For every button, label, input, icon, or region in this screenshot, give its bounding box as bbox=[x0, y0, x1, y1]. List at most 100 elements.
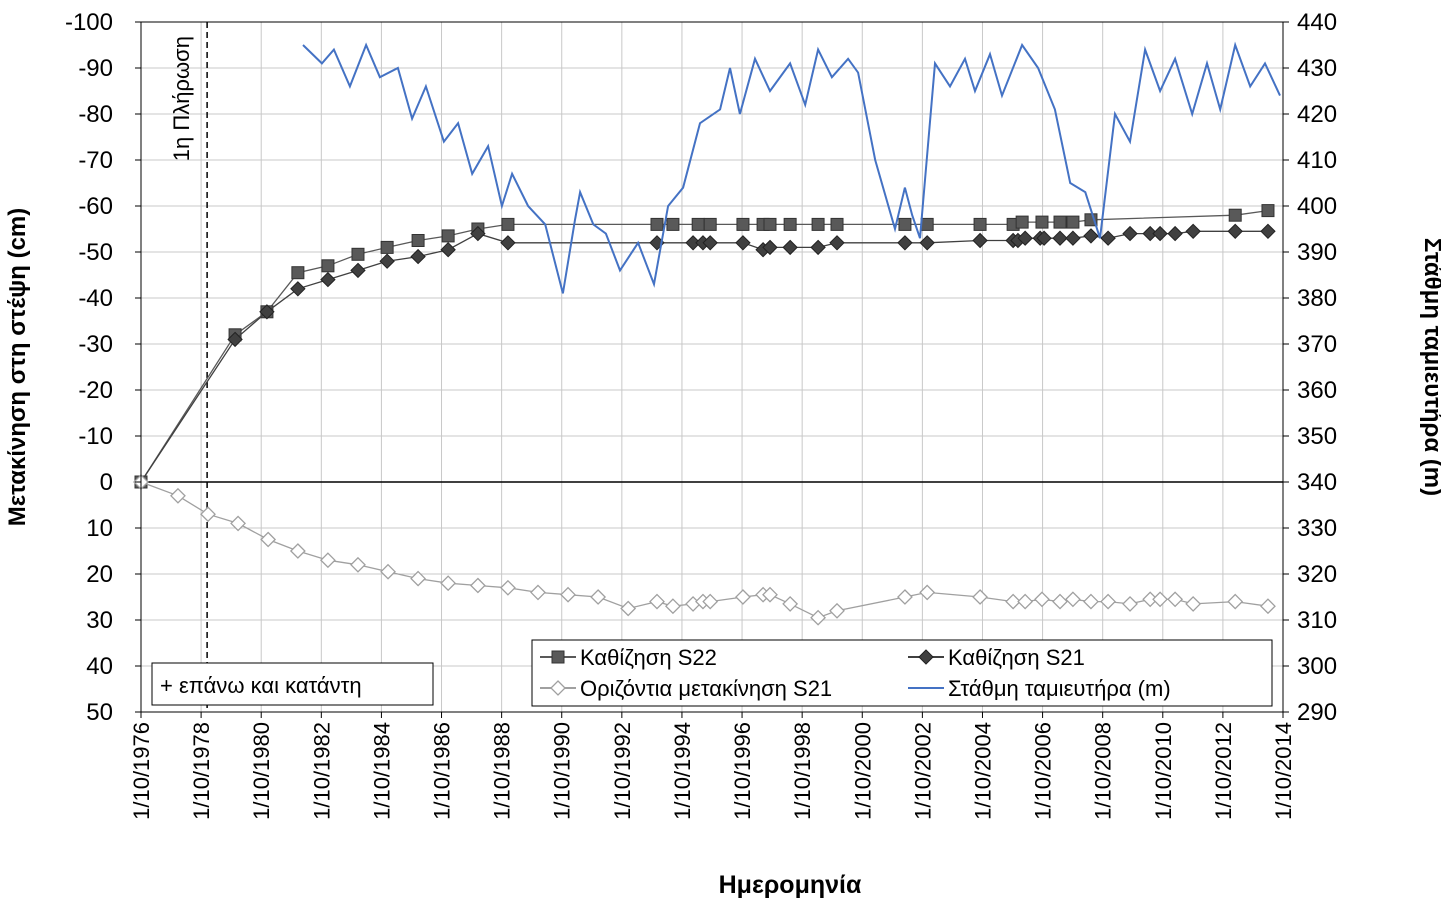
marker-open-diamond bbox=[762, 586, 778, 603]
y2-tick-label: 290 bbox=[1297, 699, 1337, 726]
series-line bbox=[302, 41, 1281, 294]
legend-label: Στάθμη ταμιευτήρα (m) bbox=[948, 676, 1171, 701]
marker-open-diamond bbox=[560, 586, 576, 603]
y2-tick-label: 320 bbox=[1297, 561, 1337, 588]
marker-diamond bbox=[810, 239, 826, 256]
marker-square bbox=[691, 217, 705, 231]
marker-open-diamond bbox=[289, 543, 306, 559]
y-tick-label: 0 bbox=[100, 469, 113, 496]
marker-open-diamond bbox=[649, 593, 665, 610]
y-tick-label: -80 bbox=[78, 101, 113, 128]
marker-square bbox=[703, 217, 717, 231]
legend: Καθίζηση S22 Καθίζηση S21 Οριζόντια μετακί… bbox=[531, 639, 1273, 707]
y2-tick-label: 400 bbox=[1297, 193, 1337, 220]
marker-diamond bbox=[1065, 230, 1081, 246]
y-tick-label: 30 bbox=[86, 607, 113, 634]
legend-label: Οριζόντια μετακίνηση S21 bbox=[580, 676, 832, 701]
x-tick-label: 1/10/2006 bbox=[1031, 722, 1056, 820]
y2-tick-label: 410 bbox=[1297, 147, 1337, 174]
x-tick-label: 1/10/2012 bbox=[1211, 722, 1236, 820]
marker-open-diamond bbox=[1034, 591, 1050, 608]
marker-square bbox=[650, 217, 664, 231]
y2-tick-label: 420 bbox=[1297, 101, 1337, 128]
y-tick-label: -70 bbox=[78, 147, 113, 174]
marker-diamond bbox=[919, 235, 935, 251]
marker-diamond bbox=[350, 262, 366, 279]
marker-diamond bbox=[1017, 230, 1033, 246]
marker-diamond bbox=[702, 235, 718, 251]
marker-open-diamond bbox=[1083, 593, 1099, 610]
marker-open-diamond bbox=[897, 589, 913, 605]
marker-square bbox=[1015, 215, 1029, 229]
marker-open-diamond bbox=[1167, 591, 1184, 608]
marker-square bbox=[1228, 208, 1242, 222]
marker-diamond bbox=[1122, 225, 1138, 242]
marker-open-diamond bbox=[440, 575, 457, 592]
x-tick-label: 1/10/1998 bbox=[790, 722, 815, 820]
marker-diamond bbox=[1036, 230, 1052, 246]
marker-diamond bbox=[227, 331, 243, 348]
y2-tick-label: 430 bbox=[1297, 55, 1337, 82]
marker-open-diamond bbox=[1017, 593, 1034, 610]
x-tick-label: 1/10/1980 bbox=[249, 722, 274, 820]
y2-tick-label: 340 bbox=[1297, 469, 1337, 496]
y-tick-label: -60 bbox=[78, 193, 113, 220]
marker-diamond bbox=[897, 235, 913, 251]
x-tick-label: 1/10/1994 bbox=[670, 722, 695, 820]
marker-open-diamond bbox=[1122, 595, 1138, 612]
marker-open-diamond bbox=[1185, 595, 1202, 612]
marker-diamond bbox=[1167, 225, 1183, 242]
marker-open-diamond bbox=[1052, 593, 1068, 610]
x-tick-label: 1/10/1978 bbox=[189, 722, 214, 820]
x-tick-label: 1/10/1986 bbox=[430, 722, 455, 820]
marker-open-diamond bbox=[590, 589, 607, 605]
x-axis-title: Ημερομηνία bbox=[719, 871, 862, 899]
annotation-text: + επάνω και κατάντη bbox=[160, 673, 362, 698]
y-tick-label: -10 bbox=[78, 423, 113, 450]
marker-square bbox=[501, 217, 515, 231]
y2-axis-title: Στάθμη ταμιευτήρα (m) bbox=[1419, 238, 1441, 496]
legend-box bbox=[531, 639, 1273, 707]
axes: 1/10/1976 1/10/1978 1/10/1980 1/10/1982 1/10… bbox=[65, 9, 1337, 820]
marker-diamond bbox=[1152, 225, 1168, 242]
marker-square bbox=[1053, 215, 1067, 229]
marker-diamond bbox=[1260, 223, 1276, 240]
marker-open-diamond bbox=[665, 598, 681, 615]
marker-open-diamond bbox=[620, 600, 637, 617]
marker-square bbox=[351, 247, 365, 261]
marker-square bbox=[736, 217, 750, 231]
y-axis-title: Μετακίνηση στη στέψη (cm) bbox=[4, 208, 31, 526]
marker-open-diamond bbox=[829, 602, 845, 619]
marker-diamond bbox=[440, 241, 456, 258]
plot-frame bbox=[140, 21, 1284, 713]
marker-square bbox=[898, 217, 912, 231]
marker-open-diamond bbox=[200, 506, 216, 523]
marker-diamond bbox=[735, 235, 751, 251]
marker-diamond bbox=[320, 271, 336, 288]
marker-diamond bbox=[1185, 223, 1201, 240]
marker-open-diamond bbox=[469, 577, 486, 594]
x-tick-label: 1/10/2000 bbox=[850, 722, 875, 820]
annotation-text: 1η Πλήρωση bbox=[169, 36, 194, 161]
marker-diamond bbox=[259, 304, 275, 320]
y-tick-label: 40 bbox=[86, 653, 113, 680]
y2-tick-label: 440 bbox=[1297, 9, 1337, 36]
marker-open-diamond bbox=[1152, 591, 1168, 608]
marker-open-diamond bbox=[702, 593, 719, 610]
y-tick-label: -40 bbox=[78, 285, 113, 312]
marker-open-diamond bbox=[230, 515, 246, 532]
y2-tick-label: 310 bbox=[1297, 607, 1337, 634]
x-tick-label: 1/10/2008 bbox=[1091, 722, 1116, 820]
y-tick-label: 20 bbox=[86, 561, 113, 588]
marker-diamond bbox=[1083, 228, 1099, 244]
marker-open-diamond bbox=[320, 552, 336, 569]
marker-open-diamond bbox=[500, 579, 516, 596]
marker-open-diamond bbox=[260, 531, 277, 548]
marker-open-diamond bbox=[380, 563, 396, 580]
x-tick-label: 1/10/2004 bbox=[970, 722, 995, 820]
y2-tick-label: 360 bbox=[1297, 377, 1337, 404]
marker-open-diamond bbox=[919, 584, 936, 601]
marker-square bbox=[1035, 215, 1049, 229]
x-tick-label: 1/10/1976 bbox=[129, 722, 154, 820]
